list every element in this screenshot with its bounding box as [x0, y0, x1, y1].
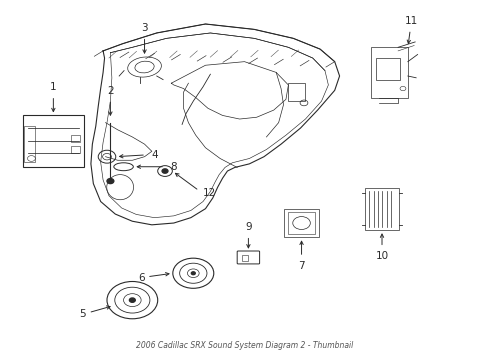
Bar [365, 188, 398, 230]
Text: 9: 9 [244, 222, 251, 232]
Bar [22, 116, 83, 167]
Circle shape [107, 179, 114, 184]
Text: 11: 11 [404, 16, 417, 26]
Bar [370, 47, 407, 98]
Text: 2: 2 [107, 86, 114, 96]
Text: 10: 10 [375, 251, 388, 261]
Text: 4: 4 [152, 150, 158, 160]
Text: 6: 6 [138, 273, 144, 283]
Bar [284, 209, 318, 237]
Bar [288, 83, 305, 101]
Text: 5: 5 [79, 309, 86, 319]
Bar [288, 212, 314, 234]
Circle shape [191, 272, 195, 275]
Bar [375, 58, 399, 80]
Bar [71, 146, 80, 153]
Text: 7: 7 [298, 261, 304, 271]
Circle shape [162, 169, 167, 173]
Bar [242, 255, 247, 261]
Circle shape [129, 298, 135, 302]
Text: 1: 1 [50, 82, 57, 92]
Text: 8: 8 [169, 162, 176, 172]
Bar [71, 135, 80, 142]
Text: 12: 12 [203, 188, 216, 198]
Text: 3: 3 [141, 23, 147, 33]
Bar [24, 126, 35, 162]
Text: 2006 Cadillac SRX Sound System Diagram 2 - Thumbnail: 2006 Cadillac SRX Sound System Diagram 2… [136, 341, 352, 350]
